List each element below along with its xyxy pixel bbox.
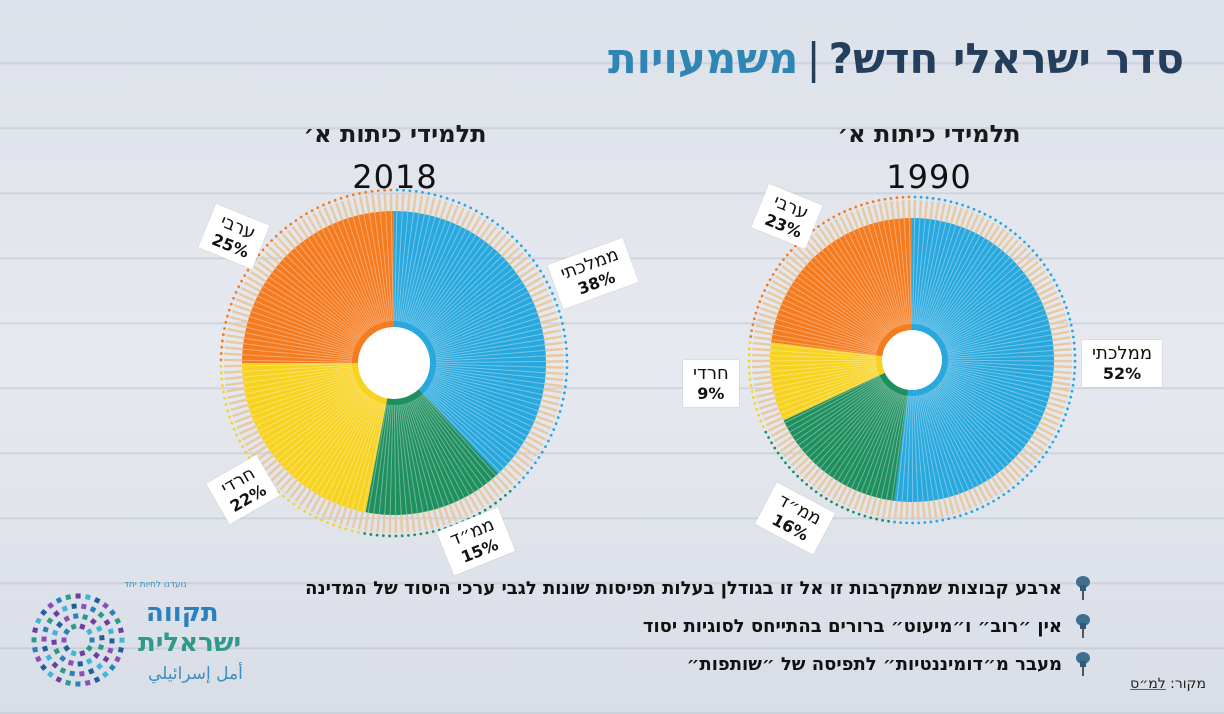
pie-slice-2 — [365, 363, 499, 515]
chart-1990-year: 1990 — [886, 158, 972, 196]
bullet-item: ארבע קבוצות שמתקרבות זו אל זו בגודלן בעל… — [305, 575, 1094, 601]
logo-line-3: أمل إسرائيلي — [148, 664, 243, 684]
title-separator: | — [806, 34, 821, 83]
pie-slice-3 — [241, 363, 394, 513]
title-accent: משמעויות — [607, 34, 799, 83]
slice-label-value: 9% — [697, 383, 725, 403]
chart-1990-title: תלמידי כיתות א׳ — [837, 120, 1021, 148]
bullet-text: אין ״רוב״ ו״מיעוט״ ברורים בהתייחס לסוגיו… — [642, 615, 1062, 637]
source-value: למ״ס — [1130, 676, 1166, 692]
pie-slice-3 — [769, 342, 912, 421]
pushpin-icon — [1076, 652, 1090, 676]
logo: נועדנו לחיות יחד תקווה ישראלית أمل إسرائ… — [28, 580, 258, 702]
pie-center — [882, 330, 942, 390]
slice-label: ממלכתי 52% — [1082, 340, 1163, 388]
pushpin-icon — [1076, 576, 1090, 600]
pushpin-icon — [1076, 614, 1090, 638]
pie-center — [358, 327, 430, 399]
slice-label-value: 52% — [1102, 363, 1142, 383]
logo-tagline: נועדנו לחיות יחד — [124, 580, 187, 590]
bullet-text: מעבר מ״דומיננטיות״ לתפיסה של ״שותפות״ — [686, 653, 1062, 675]
pie-slice-1 — [394, 211, 546, 474]
logo-line-2: ישראלית — [138, 628, 242, 658]
bullet-text: ארבע קבוצות שמתקרבות זו אל זו בגודלן בעל… — [305, 577, 1062, 599]
pie-slice-4 — [242, 211, 394, 363]
bullet-item: אין ״רוב״ ו״מיעוט״ ברורים בהתייחס לסוגיו… — [305, 613, 1094, 639]
chart-2018-title: תלמידי כיתות א׳ — [303, 120, 487, 148]
pie-1990 — [747, 195, 1077, 525]
slice-label-name: ממלכתי — [1092, 343, 1153, 364]
source-label: מקור: — [1170, 676, 1206, 692]
source-note: מקור: למ״ס — [1130, 676, 1206, 692]
logo-line-1: תקווה — [146, 598, 219, 628]
page-title: סדר ישראלי חדש?|משמעויות — [608, 34, 1184, 83]
chart-1990-header: תלמידי כיתות א׳ 1990 — [764, 120, 1094, 196]
slice-label: חרדי 9% — [683, 360, 739, 408]
bullet-list: ארבע קבוצות שמתקרבות זו אל זו בגודלן בעל… — [305, 575, 1094, 689]
chart-2018-header: תלמידי כיתות א׳ 2018 — [230, 120, 560, 196]
pie-slice-4 — [771, 217, 912, 360]
pie-2018 — [219, 188, 569, 538]
bullet-item: מעבר מ״דומיננטיות״ לתפיסה של ״שותפות״ — [305, 651, 1094, 677]
pie-slice-1 — [894, 218, 1055, 503]
pie-slice-2 — [783, 360, 912, 501]
title-main: סדר ישראלי חדש? — [828, 34, 1184, 83]
slice-label-name: חרדי — [693, 363, 729, 384]
chart-2018-year: 2018 — [352, 158, 438, 196]
pencil-dots-circle-icon — [31, 593, 125, 687]
